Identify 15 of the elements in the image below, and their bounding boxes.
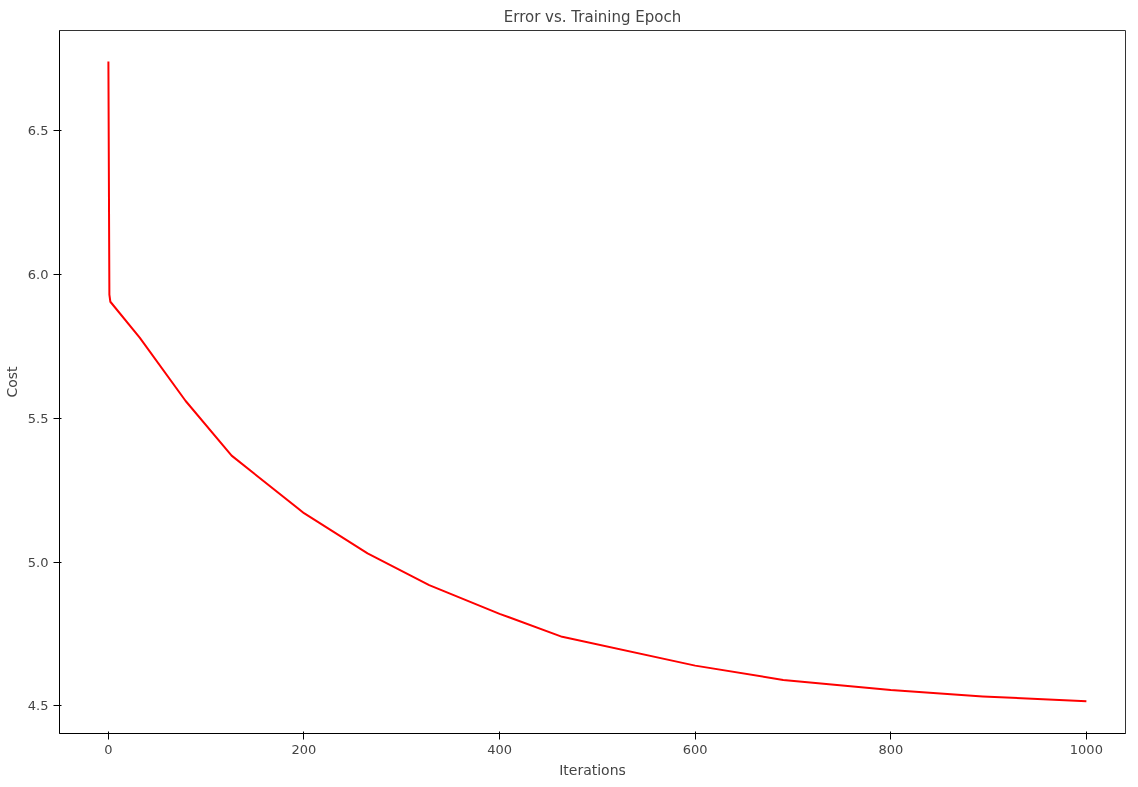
x-tick-label: 1000 <box>1069 741 1103 757</box>
y-axis-title: Cost <box>3 365 20 398</box>
x-tick-label: 200 <box>291 741 317 757</box>
x-tick-label: 400 <box>487 741 513 757</box>
y-tick-label: 6.0 <box>27 266 49 282</box>
line-series <box>107 60 1088 703</box>
y-tick-label: 5.0 <box>27 554 49 570</box>
x-axis-title: Iterations <box>559 761 626 778</box>
x-tick-label: 800 <box>878 741 904 757</box>
x-tick-label: 600 <box>682 741 708 757</box>
x-tick-label: 0 <box>104 741 113 757</box>
y-tick-label: 5.5 <box>27 410 49 426</box>
chart-title: Error vs. Training Epoch <box>503 7 682 26</box>
y-tick-label: 6.5 <box>27 123 49 139</box>
y-tick-label: 4.5 <box>27 698 49 714</box>
